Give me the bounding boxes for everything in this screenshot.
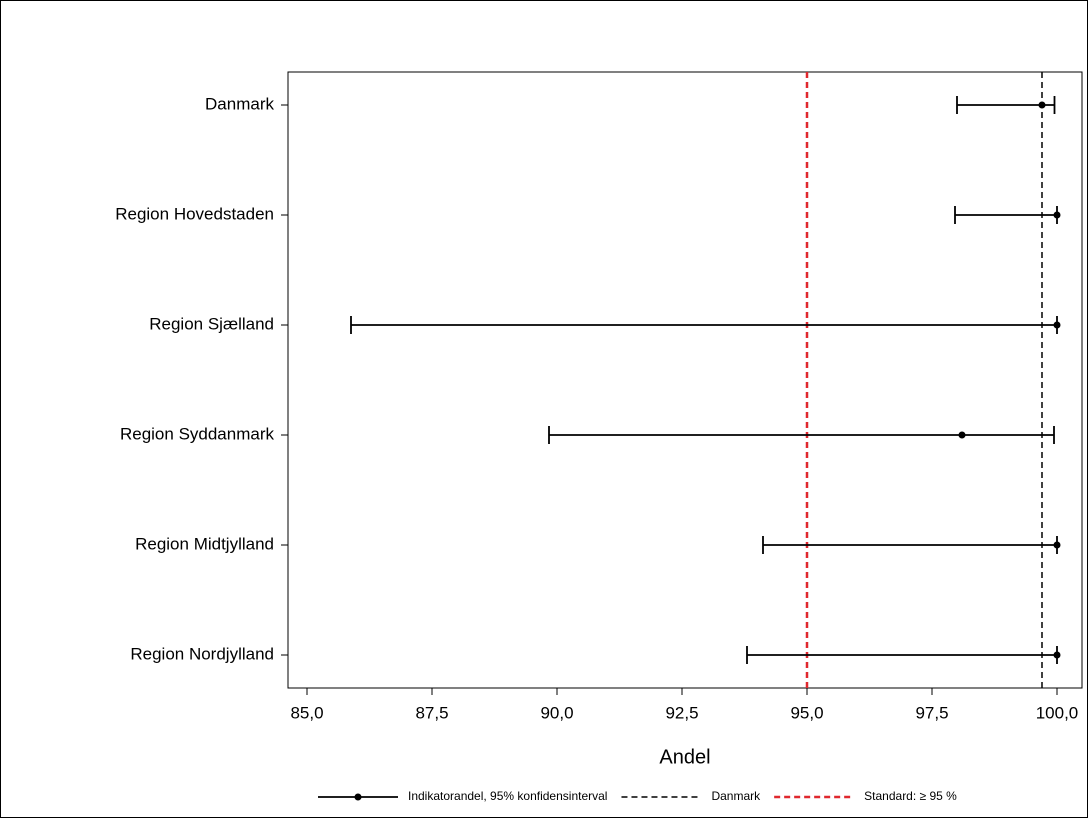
y-tick-label: Region Midtjylland — [135, 534, 274, 553]
y-tick-label: Region Syddanmark — [120, 424, 275, 443]
legend-label: Indikatorandel, 95% konfidensinterval — [408, 789, 607, 803]
y-tick-label: Region Hovedstaden — [115, 204, 274, 223]
y-tick-label: Region Sjælland — [149, 314, 274, 333]
y-tick-label: Region Nordjylland — [130, 644, 274, 663]
point — [1053, 541, 1061, 549]
y-tick-label: Danmark — [205, 94, 274, 113]
x-tick-label: 85,0 — [290, 703, 323, 722]
point — [1053, 651, 1061, 659]
x-tick-label: 97,5 — [915, 703, 948, 722]
point — [958, 431, 966, 439]
x-tick-label: 95,0 — [790, 703, 823, 722]
legend-label: Danmark — [711, 789, 761, 803]
x-tick-label: 87,5 — [415, 703, 448, 722]
legend-swatch-dot — [354, 793, 362, 801]
x-tick-label: 90,0 — [540, 703, 573, 722]
point — [1053, 321, 1061, 329]
point — [1053, 211, 1061, 219]
x-tick-label: 92,5 — [665, 703, 698, 722]
plot-frame — [287, 71, 1083, 689]
legend: Indikatorandel, 95% konfidensinterval Dan… — [318, 789, 957, 803]
point — [1038, 101, 1046, 109]
x-axis-title: Andel — [659, 746, 710, 768]
x-tick-label: 100,0 — [1036, 703, 1079, 722]
legend-label: Standard: ≥ 95 % — [864, 789, 957, 803]
